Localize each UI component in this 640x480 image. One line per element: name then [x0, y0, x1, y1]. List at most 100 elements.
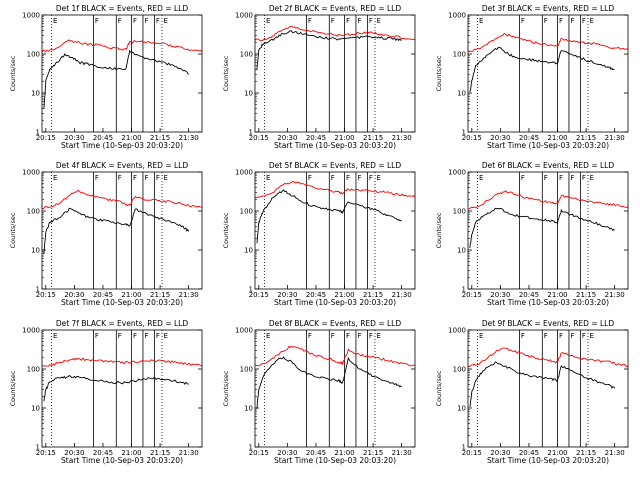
event-marker-label: F — [559, 17, 563, 25]
y-tick-label: 1 — [36, 129, 40, 137]
x-tick-label: 20:30 — [490, 134, 510, 142]
y-axis-label: Counts/sec — [222, 55, 230, 91]
y-tick-label: 1 — [462, 286, 466, 294]
events-series-line — [256, 189, 402, 244]
y-axis-label: Counts/sec — [435, 55, 443, 91]
x-tick-label: 21:30 — [605, 291, 625, 299]
lld-series-line — [254, 26, 416, 42]
x-axis-label: Start Time (10-Sep-03 20:03:20) — [274, 456, 396, 465]
x-tick-label: 21:30 — [179, 291, 199, 299]
event-marker-label: F — [308, 174, 312, 182]
event-marker-label: F — [582, 17, 586, 25]
x-tick-label: 20:15 — [36, 134, 56, 142]
panel-title: Det 8f BLACK = Events, RED = LLD — [269, 319, 402, 328]
event-marker-label: F — [133, 17, 137, 25]
y-axis-label: Counts/sec — [222, 212, 230, 248]
event-marker-label: F — [521, 174, 525, 182]
x-tick-label: 21:30 — [605, 134, 625, 142]
event-marker-label: F — [118, 17, 122, 25]
event-marker-label: F — [521, 332, 525, 340]
panel-title: Det 1f BLACK = Events, RED = LLD — [56, 4, 189, 13]
y-tick-label: 100 — [453, 208, 466, 216]
y-tick-label: 100 — [240, 51, 253, 59]
y-axis-label: Counts/sec — [222, 370, 230, 406]
x-tick-label: 20:15 — [249, 449, 269, 457]
y-tick-label: 1000 — [22, 169, 40, 177]
event-marker-label: E — [590, 332, 594, 340]
event-marker-label: F — [331, 332, 335, 340]
event-marker-label: E — [164, 17, 168, 25]
events-series-line — [469, 361, 616, 408]
event-marker-label: E — [53, 332, 57, 340]
lld-series-line — [254, 345, 416, 367]
event-marker-label: F — [95, 332, 99, 340]
event-marker-label: F — [559, 174, 563, 182]
event-marker-label: E — [377, 17, 381, 25]
plot-frame — [254, 329, 416, 448]
panel-title: Det 6f BLACK = Events, RED = LLD — [482, 161, 615, 170]
event-marker-label: F — [156, 174, 160, 182]
event-marker-label: F — [369, 17, 373, 25]
y-tick-label: 10 — [457, 405, 466, 413]
y-tick-label: 100 — [240, 208, 253, 216]
x-axis-label: Start Time (10-Sep-03 20:03:20) — [274, 298, 396, 307]
event-marker-label: F — [118, 174, 122, 182]
x-tick-label: 20:45 — [306, 134, 326, 142]
plot-frame — [254, 171, 416, 290]
x-tick-label: 20:30 — [490, 449, 510, 457]
x-tick-label: 20:15 — [36, 449, 56, 457]
x-tick-label: 20:15 — [249, 134, 269, 142]
event-marker-label: E — [164, 174, 168, 182]
y-tick-label: 1000 — [235, 12, 253, 20]
x-tick-label: 20:45 — [519, 291, 539, 299]
lld-series-line — [41, 357, 203, 367]
x-tick-label: 20:15 — [462, 449, 482, 457]
x-axis-label: Start Time (10-Sep-03 20:03:20) — [487, 456, 609, 465]
x-tick-label: 21:00 — [547, 134, 567, 142]
x-tick-label: 21:15 — [363, 291, 383, 299]
event-marker-label: F — [346, 332, 350, 340]
y-axis-label: Counts/sec — [435, 370, 443, 406]
y-tick-label: 100 — [453, 366, 466, 374]
event-marker-label: F — [346, 174, 350, 182]
event-marker-label: E — [164, 332, 168, 340]
event-marker-label: F — [346, 17, 350, 25]
x-tick-label: 20:30 — [64, 449, 84, 457]
plot-frame — [41, 171, 203, 290]
event-marker-label: F — [582, 332, 586, 340]
events-series-line — [469, 207, 615, 249]
event-marker-label: F — [357, 17, 361, 25]
event-marker-label: F — [133, 332, 137, 340]
panel-title: Det 4f BLACK = Events, RED = LLD — [56, 161, 189, 170]
event-marker-label: F — [144, 17, 148, 25]
event-marker-label: F — [133, 174, 137, 182]
x-axis-label: Start Time (10-Sep-03 20:03:20) — [274, 141, 396, 150]
y-tick-label: 1 — [462, 444, 466, 452]
y-tick-label: 100 — [27, 366, 40, 374]
x-axis-label: Start Time (10-Sep-03 20:03:20) — [61, 298, 183, 307]
y-tick-label: 1000 — [448, 169, 466, 177]
x-tick-label: 21:00 — [334, 134, 354, 142]
x-tick-label: 20:15 — [462, 134, 482, 142]
event-marker-label: F — [570, 17, 574, 25]
plot-frame — [254, 14, 416, 133]
x-tick-label: 21:00 — [547, 449, 567, 457]
event-marker-label: E — [479, 332, 483, 340]
x-tick-label: 20:30 — [64, 134, 84, 142]
x-tick-label: 21:30 — [179, 449, 199, 457]
x-tick-label: 21:00 — [121, 134, 141, 142]
x-tick-label: 20:30 — [277, 134, 297, 142]
event-marker-label: E — [266, 332, 270, 340]
x-tick-label: 21:15 — [150, 449, 170, 457]
x-tick-label: 21:00 — [121, 449, 141, 457]
x-tick-label: 20:15 — [36, 291, 56, 299]
events-series-line — [256, 356, 402, 409]
